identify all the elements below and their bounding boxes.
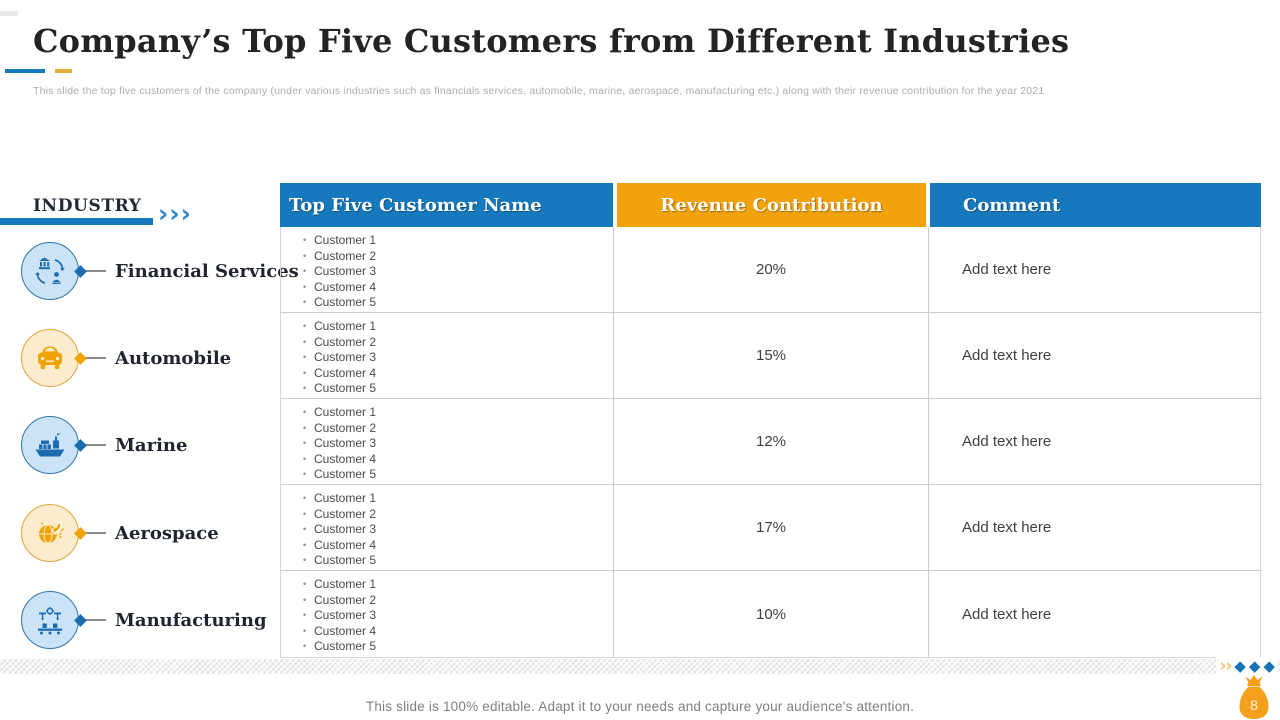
assembly-line-icon	[21, 591, 79, 649]
corner-hatch-mark	[0, 11, 18, 16]
editable-note: This slide is 100% editable. Adapt it to…	[365, 699, 915, 714]
car-icon	[21, 329, 79, 387]
customer-item: Customer 1	[303, 233, 613, 249]
industry-label: Marine	[115, 434, 188, 456]
customer-item: Customer 3	[303, 608, 613, 624]
table-header-customer-name: Top Five Customer Name	[280, 183, 613, 227]
customers-table-body: Customer 1 Customer 2 Customer 3 Custome…	[280, 227, 1262, 658]
customer-item: Customer 5	[303, 467, 613, 483]
industry-item-marine[interactable]: Marine	[21, 415, 187, 475]
industry-item-automobile[interactable]: Automobile	[21, 328, 231, 388]
table-row-4-revenue[interactable]: 17%	[614, 485, 929, 571]
table-row-1-customers[interactable]: Customer 1 Customer 2 Customer 3 Custome…	[281, 227, 614, 313]
connector-line	[85, 619, 106, 621]
strip-decoration: ›› ◆◆◆	[1216, 656, 1278, 676]
customer-item: Customer 2	[303, 249, 613, 265]
table-row-3-revenue[interactable]: 12%	[614, 399, 929, 485]
table-row-1-revenue[interactable]: 20%	[614, 227, 929, 313]
customer-item: Customer 3	[303, 436, 613, 452]
industry-label: Aerospace	[115, 522, 219, 544]
customer-item: Customer 4	[303, 280, 613, 296]
customer-item: Customer 2	[303, 507, 613, 523]
industry-panel-heading: INDUSTRY	[33, 196, 142, 216]
table-row-5-comment[interactable]: Add text here	[962, 605, 1052, 623]
industry-label: Financial Services	[115, 260, 299, 282]
industry-label: Automobile	[115, 347, 232, 369]
customer-item: Customer 2	[303, 335, 613, 351]
title-underline-gold	[55, 69, 72, 73]
customer-item: Customer 5	[303, 639, 613, 655]
triple-chevron-icon: ›››	[158, 199, 192, 228]
industry-item-aerospace[interactable]: Aerospace	[21, 503, 219, 563]
customer-item: Customer 4	[303, 624, 613, 640]
customer-item: Customer 4	[303, 366, 613, 382]
connector-line	[85, 357, 106, 359]
customer-item: Customer 3	[303, 522, 613, 538]
customer-item: Customer 1	[303, 319, 613, 335]
customer-item: Customer 3	[303, 264, 613, 280]
customer-item: Customer 1	[303, 577, 613, 593]
customer-item: Customer 1	[303, 491, 613, 507]
table-header-comment: Comment	[930, 183, 1261, 227]
table-header-revenue-contribution: Revenue Contribution	[617, 183, 926, 227]
connector-line	[85, 532, 106, 534]
connector-line	[85, 444, 106, 446]
customer-item: Customer 1	[303, 405, 613, 421]
table-row-2-comment[interactable]: Add text here	[929, 313, 1262, 399]
financial-exchange-icon	[21, 242, 79, 300]
page-number: 8	[1250, 697, 1258, 713]
title-underline-blue	[5, 69, 45, 73]
customer-item: Customer 2	[303, 593, 613, 609]
customer-item: Customer 2	[303, 421, 613, 437]
table-row-4-comment[interactable]: Add text here	[929, 485, 1262, 571]
table-row-2-revenue[interactable]: 15%	[614, 313, 929, 399]
customer-item: Customer 5	[303, 381, 613, 397]
customer-item: Customer 5	[303, 295, 613, 311]
table-row-3-comment[interactable]: Add text here	[929, 399, 1262, 485]
table-row-2-customers[interactable]: Customer 1 Customer 2 Customer 3 Custome…	[281, 313, 614, 399]
customer-item: Customer 4	[303, 538, 613, 554]
bottom-hatch-strip	[0, 659, 1280, 674]
table-row-3-customers[interactable]: Customer 1 Customer 2 Customer 3 Custome…	[281, 399, 614, 485]
customer-item: Customer 3	[303, 350, 613, 366]
table-row-4-customers[interactable]: Customer 1 Customer 2 Customer 3 Custome…	[281, 485, 614, 571]
connector-line	[85, 270, 106, 272]
page-title: Company’s Top Five Customers from Differ…	[33, 22, 1070, 60]
money-bag-page-badge: 8	[1239, 675, 1269, 719]
triple-diamond-icon: ◆◆◆	[1234, 657, 1278, 675]
slide-description: This slide the top five customers of the…	[33, 85, 1045, 97]
table-row-1-comment[interactable]: Add text here	[929, 227, 1262, 313]
industry-heading-bar	[0, 218, 153, 225]
double-chevron-icon: ››	[1219, 656, 1232, 676]
ship-icon	[21, 416, 79, 474]
industry-item-financial-services[interactable]: Financial Services	[21, 241, 299, 301]
table-row-5-customers[interactable]: Customer 1 Customer 2 Customer 3 Custome…	[281, 571, 614, 657]
customer-item: Customer 4	[303, 452, 613, 468]
globe-rocket-icon	[21, 504, 79, 562]
industry-item-manufacturing[interactable]: Manufacturing	[21, 590, 267, 650]
industry-label: Manufacturing	[115, 609, 267, 631]
customer-item: Customer 5	[303, 553, 613, 569]
table-row-5-revenue[interactable]: 10%	[614, 571, 929, 657]
